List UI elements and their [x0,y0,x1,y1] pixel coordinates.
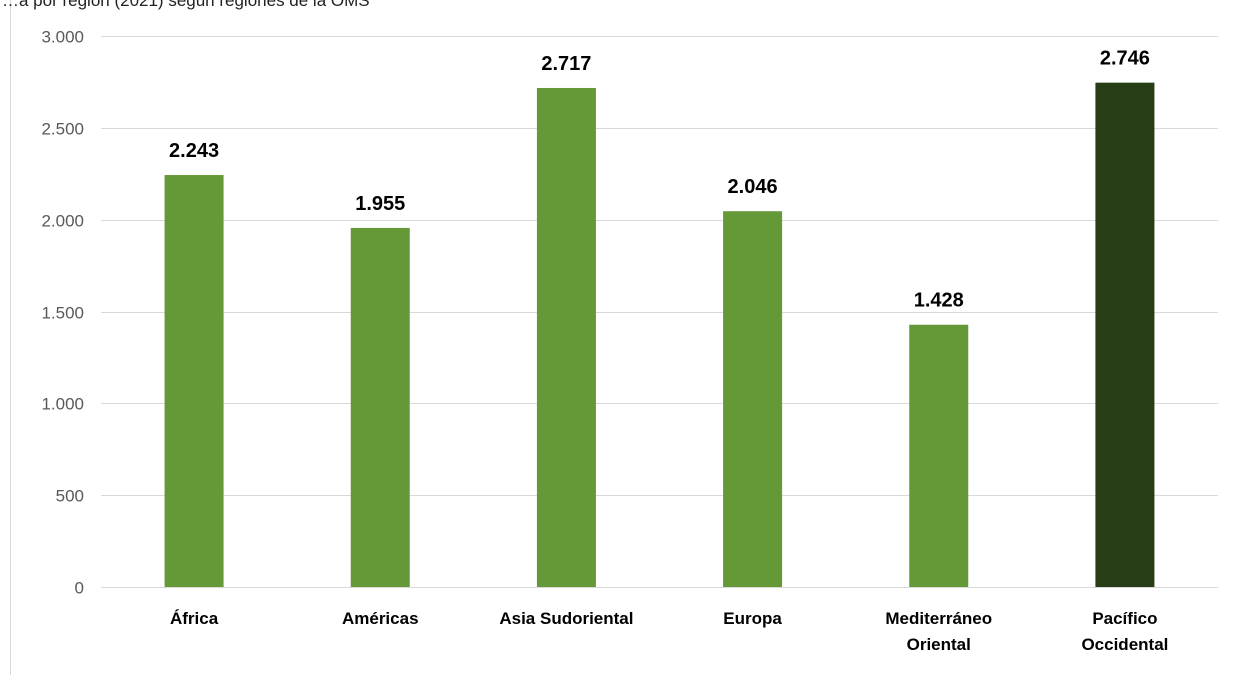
bar [723,211,783,587]
y-tick-label: 1.000 [41,395,84,414]
x-tick-label: Mediterráneo Oriental [885,609,992,654]
y-tick-label: 500 [56,487,84,506]
x-axis-tick-labels: África Américas Asia Sudoriental Europa Medi… [170,609,1168,654]
bar [164,175,224,588]
data-labels: 2.243 1.955 2.717 2.046 1.428 2.746 [169,48,1150,312]
x-tick-label-line: Américas [342,609,419,628]
bar [350,227,410,587]
bar [536,87,596,588]
bar [1095,82,1155,587]
x-tick-label: Pacífico Occidental [1081,609,1168,654]
x-tick-label-line: Mediterráneo [885,609,992,628]
y-tick-label: 1.500 [41,304,84,323]
x-tick-label: África [170,609,219,628]
x-tick-label: Asia Sudoriental [499,609,633,628]
x-tick-label-line: Pacífico [1092,609,1157,628]
x-tick-label-line: Occidental [1081,635,1168,654]
y-tick-label: 2.500 [41,120,84,139]
x-tick-label-line: Europa [723,609,782,628]
data-label: 2.746 [1100,48,1150,70]
x-tick-label: Américas [342,609,419,628]
bars [164,82,1155,588]
data-label: 1.955 [355,193,405,215]
x-tick-label-line: África [170,609,219,628]
y-tick-label: 0 [75,579,84,598]
grid-lines [101,36,1218,588]
y-tick-label: 2.000 [41,212,84,231]
data-label: 1.428 [914,290,964,312]
x-tick-label-line: Oriental [907,635,971,654]
x-tick-label: Europa [723,609,782,628]
data-label: 2.243 [169,140,219,162]
x-tick-label-line: Asia Sudoriental [499,609,633,628]
chart-title: …a por región (2021) según regiones de l… [2,0,370,10]
data-label: 2.717 [541,53,591,75]
bar [909,324,969,587]
y-tick-label: 3.000 [41,28,84,47]
y-axis-tick-labels: 0 500 1.000 1.500 2.000 2.500 3.000 [41,28,84,598]
data-label: 2.046 [728,176,778,198]
